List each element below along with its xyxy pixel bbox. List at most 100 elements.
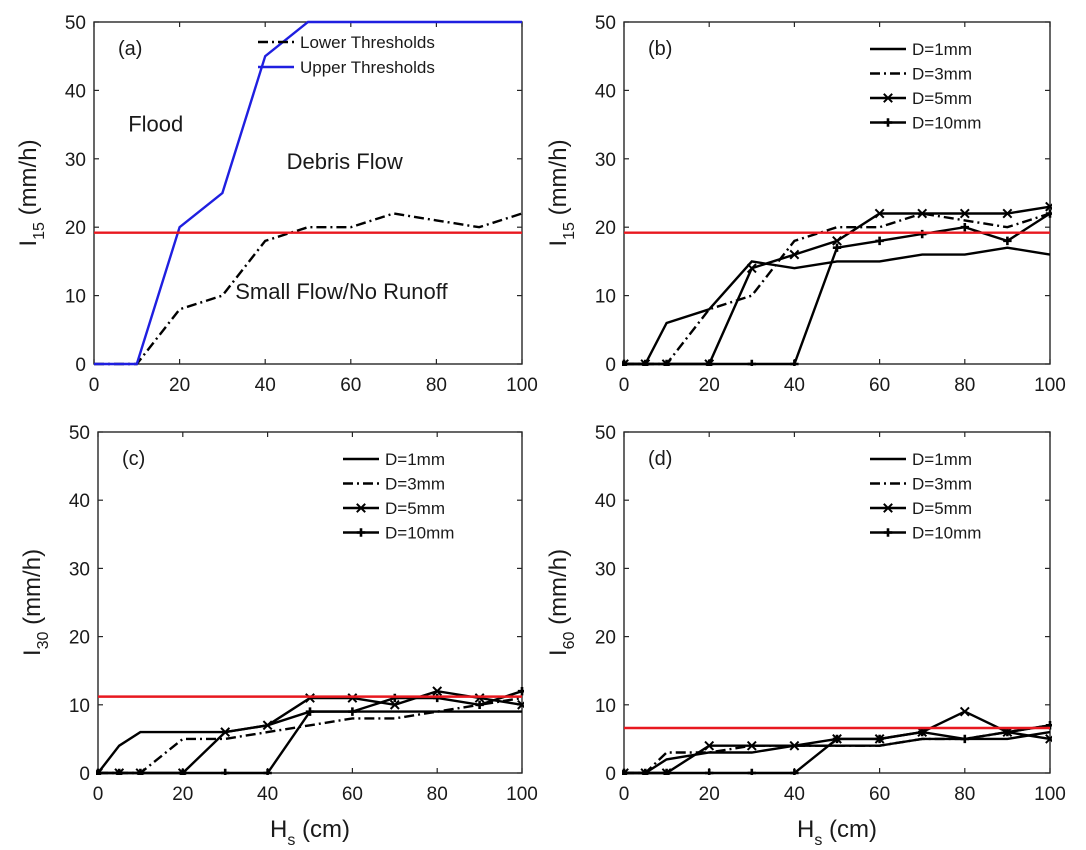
panel-4-xlabel-sub: s (814, 832, 822, 849)
panel-3-legend-marker-d-5mm (356, 503, 366, 513)
panel-2-xtick-label-100: 100 (1034, 375, 1066, 396)
panel-3-series-d-1mm-line (97, 710, 522, 774)
panel-3-series-d-10mm-point-8 (390, 693, 399, 703)
panel-4-xtick-label-40: 40 (784, 784, 805, 805)
panel-2-ylabel-main: I (545, 240, 572, 247)
panel-2-ytick-label-10: 10 (595, 287, 616, 308)
panel-4-xlabel: Hs (cm) (797, 816, 877, 849)
panel-4-xtick-label-100: 100 (1034, 784, 1066, 805)
panel-1-ytick-label-0: 0 (75, 355, 86, 376)
panel-4-legend-marker-d-5mm (883, 503, 893, 513)
panel-4-ytick-label-0: 0 (605, 764, 616, 785)
panel-2-ylabel-unit: (mm/h) (545, 139, 572, 222)
panel-3-series-d-10mm-point-4 (221, 768, 230, 775)
panel-3-series-d-10mm-point-0 (96, 768, 103, 775)
panel-4-series-d-10mm-point-2 (662, 768, 671, 775)
panel-1-xtick-label-40: 40 (255, 375, 276, 396)
panel-3-xtick-label-80: 80 (427, 784, 448, 805)
panel-4-series-d-5mm-point-4 (746, 740, 757, 751)
panel-3-series-d-10mm-point-1 (115, 768, 124, 775)
panel-2-ytick-label-20: 20 (595, 218, 616, 239)
panel-4-series-d-10mm-point-7 (875, 734, 884, 744)
panel-2-legend-label-d-3mm: D=3mm (912, 65, 972, 84)
panel-1-annotation-debris-flow: Debris Flow (287, 149, 403, 174)
panel-2-series-d-10mm-point-8 (918, 229, 927, 239)
panel-2-series-d-5mm-point-5 (789, 249, 800, 260)
panel-4-ylabel-unit: (mm/h) (545, 549, 572, 632)
panel-2-ytick-label-0: 0 (605, 355, 616, 376)
panel-4-xtick-label-60: 60 (869, 784, 890, 805)
panel-3-series-d-5mm-point-8 (389, 699, 400, 710)
panel-3-ytick-label-30: 30 (69, 559, 90, 580)
panel-2-series-d-5mm-point-9 (959, 208, 970, 219)
panel-3-series-d-5mm-point-5 (262, 720, 273, 731)
panel-2-series-d-5mm-point-6 (832, 235, 842, 246)
panel-4-ytick-label-40: 40 (595, 491, 616, 512)
panel-2-series-d-10mm-point-0 (622, 359, 629, 366)
panel-1-xtick-label-20: 20 (169, 375, 190, 396)
panel-1-ytick-label-30: 30 (65, 150, 86, 171)
panel-4-axes-box (623, 431, 1051, 774)
panel-4-series-d-10mm-point-0 (622, 768, 629, 775)
panel-1: 0 20 40 60 80 100 0 10 20 30 40 50 I15 (mm/h) Flood De… (15, 13, 538, 396)
panel-2-ytick-label-40: 40 (595, 81, 616, 102)
panel-2-axes-box (623, 21, 1051, 365)
panel-3-series-d-10mm-point-11 (517, 686, 524, 696)
panel-4-series-d-10mm-point-8 (918, 727, 927, 737)
panel-1-series-lower-thresholds-line (94, 212, 523, 366)
panel-3-series-d-5mm-point-6 (305, 693, 315, 703)
panel-1-ylabel-main: I (15, 240, 42, 247)
panel-4-series-d-10mm-point-5 (790, 768, 799, 775)
panel-2-series-d-1mm-line (624, 246, 1051, 366)
panel-2-series-d-10mm-point-9 (960, 223, 969, 232)
panel-2-xtick-label-20: 20 (699, 375, 720, 396)
panel-3-ylabel-unit: (mm/h) (19, 549, 46, 632)
panel-3-label: (c) (122, 448, 145, 470)
panel-4-legend: D=1mm D=3mm D=5mm D=10mm (870, 450, 981, 543)
panel-2-series-d-10mm-line (624, 212, 1051, 366)
panel-2-series-d-5mm-line (624, 205, 1051, 366)
panel-1-plot-area (94, 20, 523, 366)
panel-3-legend-label-d-5mm: D=5mm (385, 499, 445, 518)
panel-3-legend: D=1mm D=3mm D=5mm D=10mm (343, 450, 454, 543)
panel-4-series-d-5mm-point-5 (789, 740, 800, 751)
panel-3-ylabel-main: I (19, 649, 46, 656)
panel-3-ytick-label-10: 10 (69, 696, 90, 717)
panel-3-xlabel-sub: s (287, 832, 295, 849)
panel-3-axes-box (97, 431, 523, 774)
panel-1-legend: Lower Thresholds Upper Thresholds (258, 33, 435, 77)
panel-4-ytick-label-10: 10 (595, 696, 616, 717)
panel-4-ylabel-sub: 60 (561, 631, 578, 649)
panel-2-series-d-10mm-point-4 (747, 359, 756, 366)
panel-1-ylabel: I15 (mm/h) (15, 139, 48, 246)
panel-4-xlabel-unit: (cm) (822, 816, 877, 843)
panel-2-ylabel-sub: 15 (561, 222, 578, 240)
panel-3-legend-marker-d-10mm (356, 528, 366, 537)
panel-2-ytick-label-30: 30 (595, 150, 616, 171)
panel-2-legend-marker-d-10mm (883, 118, 893, 127)
panel-1-ytick-label-40: 40 (65, 81, 86, 102)
panel-3-legend-label-d-3mm: D=3mm (385, 475, 445, 494)
panel-2-series-d-10mm-point-10 (1003, 236, 1012, 246)
panel-1-annotation-small-flow-no-runoff: Small Flow/No Runoff (235, 279, 448, 304)
panel-2-legend-label-d-10mm: D=10mm (912, 114, 981, 133)
panel-4-series-d-5mm-point-9 (959, 706, 970, 717)
panel-4-legend-label-d-10mm: D=10mm (912, 524, 981, 543)
panel-3-ylabel-sub: 30 (35, 631, 52, 649)
panel-2-series-d-10mm-point-11 (1045, 209, 1052, 218)
panel-4-series-d-3mm-line (624, 724, 1051, 775)
panel-3-series-d-5mm-point-11 (517, 699, 524, 710)
panel-4-legend-marker-d-10mm (883, 528, 893, 537)
panel-4-series-d-10mm-point-10 (1003, 727, 1012, 737)
panel-3-ytick-label-50: 50 (69, 423, 90, 444)
panel-4-label: (d) (648, 448, 672, 470)
panel-2-series-d-3mm-line (624, 212, 1051, 366)
panel-4-series-d-10mm-point-6 (832, 734, 842, 744)
panel-3-plot-area (96, 686, 524, 775)
panel-3-series-d-3mm-line (98, 696, 523, 775)
panel-4-xlabel-main: H (797, 816, 814, 843)
panel-2-series-d-5mm-point-10 (1002, 208, 1013, 219)
panel-3-ytick-label-20: 20 (69, 628, 90, 649)
panel-4-series-d-10mm-point-1 (641, 768, 650, 775)
